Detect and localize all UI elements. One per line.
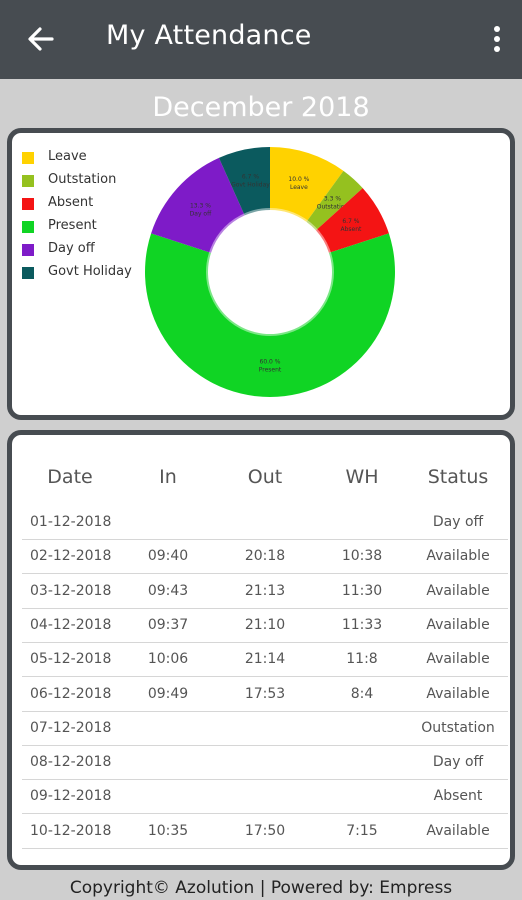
slice-percent-label: 13.3 % [190, 203, 211, 210]
cell-out: 17:53 [244, 685, 286, 702]
slice-category-label: Day off [190, 211, 212, 218]
slice-category-label: Govt Holiday [231, 182, 270, 189]
table-header: Date In Out WH Status [22, 466, 508, 496]
slice-category-label: Absent [340, 226, 362, 233]
donut-slice-leave [270, 147, 344, 222]
legend-label: Leave [48, 149, 87, 164]
cell-out: 20:18 [244, 548, 286, 565]
legend-swatch [22, 198, 34, 210]
cell-date: 08-12-2018 [30, 754, 112, 771]
column-header-in[interactable]: In [159, 466, 177, 488]
donut-slice-outstation [306, 170, 363, 231]
donut-inner-ring [206, 208, 334, 336]
legend-swatch [22, 175, 34, 187]
cell-date: 09-12-2018 [30, 788, 112, 805]
slice-percent-label: 3.3 % [324, 195, 341, 202]
cell-status: Available [426, 822, 490, 839]
column-header-date[interactable]: Date [47, 466, 93, 488]
cell-out: 21:10 [244, 616, 286, 633]
cell-wh: 11:30 [341, 582, 383, 599]
cell-wh: 11:8 [346, 651, 378, 668]
table-row[interactable]: 02-12-2018 09:40 20:18 10:38 Available [22, 540, 508, 575]
donut-slice-day-off [151, 157, 245, 253]
cell-date: 02-12-2018 [30, 548, 112, 565]
donut-slice-govt-holiday [218, 147, 270, 216]
cell-wh: 11:33 [341, 616, 383, 633]
table-row[interactable]: 01-12-2018 Day off [22, 506, 508, 540]
app-bar: My Attendance [0, 0, 522, 79]
cell-status: Day off [432, 514, 484, 530]
cell-wh: 7:15 [346, 822, 378, 839]
cell-wh: 8:4 [350, 685, 374, 702]
cell-date: 05-12-2018 [30, 651, 112, 668]
table-row[interactable]: 07-12-2018 Outstation [22, 712, 508, 746]
cell-in: 09:49 [147, 685, 189, 702]
cell-out: 21:13 [244, 582, 286, 599]
column-header-wh[interactable]: WH [345, 466, 379, 488]
cell-out: 17:50 [244, 822, 286, 839]
donut-slice-present [145, 233, 395, 397]
table-row[interactable]: 10-12-2018 10:35 17:50 7:15 Available [22, 815, 508, 849]
legend-swatch [22, 221, 34, 233]
slice-percent-label: 6.7 % [242, 174, 259, 181]
legend-label: Absent [48, 195, 94, 210]
cell-status: Available [426, 685, 490, 702]
table-row[interactable]: 09-12-2018 Absent [22, 780, 508, 815]
month-title: December 2018 [152, 92, 370, 123]
cell-in: 10:35 [147, 822, 189, 839]
table-row[interactable]: 06-12-2018 09:49 17:53 8:4 Available [22, 678, 508, 712]
table-row[interactable]: 08-12-2018 Day off [22, 746, 508, 781]
cell-status: Day off [432, 754, 484, 771]
legend-swatch [22, 152, 34, 164]
cell-date: 01-12-2018 [30, 514, 112, 530]
cell-date: 07-12-2018 [30, 719, 112, 736]
cell-status: Available [426, 582, 490, 599]
attendance-table-card [7, 430, 515, 870]
table-row[interactable]: 03-12-2018 09:43 21:13 11:30 Available [22, 575, 508, 609]
column-header-status[interactable]: Status [427, 466, 489, 488]
cell-date: 04-12-2018 [30, 616, 112, 633]
slice-percent-label: 60.0 % [260, 359, 281, 366]
legend-swatch [22, 267, 34, 279]
more-vertical-icon[interactable] [484, 22, 510, 56]
arrow-left-icon[interactable] [24, 22, 58, 56]
cell-status: Available [426, 548, 490, 565]
cell-date: 10-12-2018 [30, 822, 112, 839]
slice-category-label: Outstation [317, 203, 349, 210]
legend-swatch [22, 244, 34, 256]
legend-label: Day off [48, 241, 95, 256]
slice-category-label: Present [259, 367, 282, 374]
cell-out: 21:14 [244, 651, 286, 668]
cell-status: Available [426, 616, 490, 633]
table-row[interactable]: 05-12-2018 10:06 21:14 11:8 Available [22, 643, 508, 678]
slice-percent-label: 6.7 % [342, 218, 359, 225]
cell-in: 10:06 [147, 651, 189, 668]
cell-date: 06-12-2018 [30, 685, 112, 702]
footer-copyright: Copyright© Azolution | Powered by: Empre… [69, 878, 453, 898]
column-header-out[interactable]: Out [247, 466, 283, 488]
cell-in: 09:40 [147, 548, 189, 565]
cell-in: 09:43 [147, 582, 189, 599]
slice-category-label: Leave [290, 184, 308, 191]
slice-percent-label: 10.0 % [288, 176, 309, 183]
donut-slice-absent [315, 188, 389, 253]
legend-label: Govt Holiday [48, 264, 132, 279]
cell-in: 09:37 [147, 616, 189, 633]
cell-status: Available [426, 651, 490, 668]
cell-date: 03-12-2018 [30, 582, 112, 599]
page-title: My Attendance [106, 20, 312, 51]
cell-status: Outstation [421, 719, 495, 736]
cell-status: Absent [433, 788, 483, 805]
legend-label: Present [48, 218, 97, 233]
legend-label: Outstation [48, 172, 117, 187]
cell-wh: 10:38 [341, 548, 383, 565]
table-row[interactable]: 04-12-2018 09:37 21:10 11:33 Available [22, 609, 508, 643]
